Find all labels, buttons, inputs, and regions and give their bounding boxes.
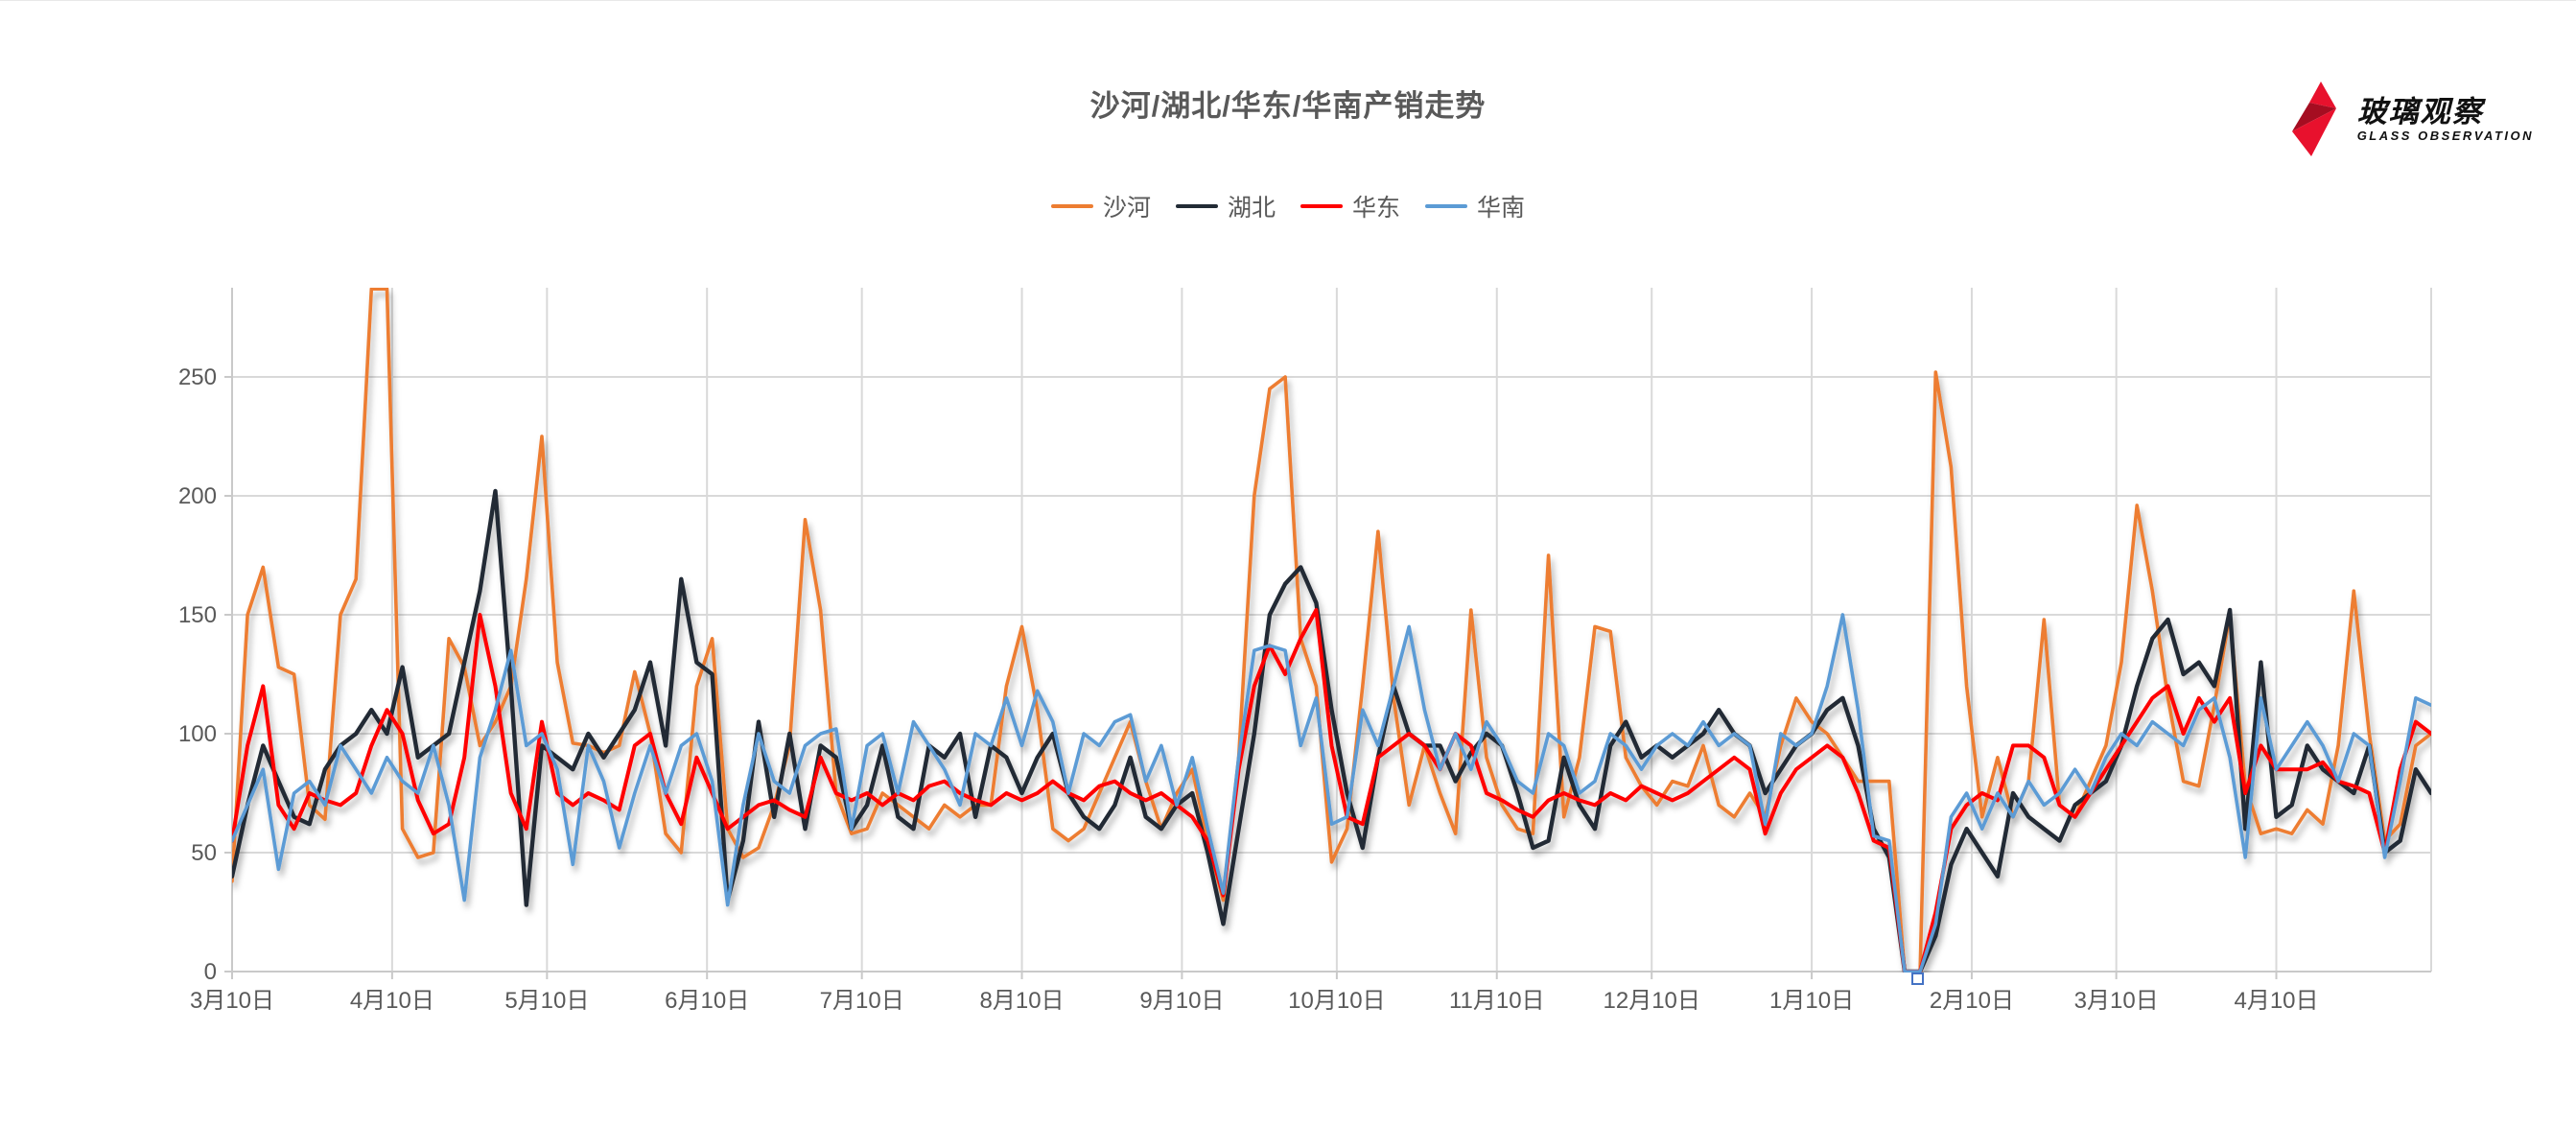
- logo-name-cn: 玻璃观察: [2356, 94, 2484, 129]
- x-tick-label: 8月10日: [980, 988, 1065, 1014]
- logo-name-en: GLASS OBSERVATION: [2356, 128, 2534, 143]
- legend-line-swatch: [1175, 204, 1218, 208]
- legend-label: 湖北: [1227, 195, 1276, 222]
- y-tick-label: 0: [204, 959, 217, 985]
- x-tick-label: 3月10日: [190, 988, 274, 1014]
- x-tick-label: 4月10日: [350, 988, 434, 1014]
- legend-item-华南[interactable]: 华南: [1425, 189, 1525, 223]
- legend-item-湖北[interactable]: 湖北: [1175, 189, 1276, 223]
- legend-item-沙河[interactable]: 沙河: [1050, 189, 1151, 223]
- series-line-3: [232, 613, 2431, 973]
- x-tick-label: 12月10日: [1604, 988, 1700, 1014]
- y-tick-label: 150: [178, 602, 217, 628]
- y-tick-label: 250: [178, 364, 217, 390]
- x-tick-label: 1月10日: [1769, 988, 1854, 1014]
- legend-item-华东[interactable]: 华东: [1300, 189, 1400, 223]
- series-line-2: [232, 608, 2431, 973]
- x-tick-label: 6月10日: [665, 988, 749, 1014]
- legend-label: 沙河: [1102, 195, 1151, 222]
- legend-label: 华东: [1352, 195, 1401, 222]
- axis-selection-marker[interactable]: [1911, 973, 1924, 985]
- y-axis-tick-labels: 0 50 100 150 200 250: [178, 364, 217, 985]
- x-tick-label: 9月10日: [1139, 988, 1224, 1014]
- y-tick-label: 100: [178, 721, 217, 747]
- chart-legend: 沙河 湖北 华东 华南: [0, 189, 2576, 223]
- x-axis-tick-labels: 3月10日 4月10日 5月10日 6月10日 7月10日 8月10日 9月10日 10月10…: [190, 988, 2319, 1014]
- x-tick-label: 2月10日: [1930, 988, 2014, 1014]
- grid-lines: [231, 288, 2432, 973]
- x-tick-label: 4月10日: [2234, 988, 2318, 1014]
- data-series: [232, 288, 2431, 973]
- x-tick-label: 11月10日: [1449, 988, 1545, 1014]
- series-line-0: [232, 288, 2431, 973]
- series-line-1: [232, 488, 2431, 973]
- x-tick-label: 10月10日: [1288, 988, 1385, 1014]
- legend-line-swatch: [1300, 204, 1343, 208]
- legend-line-swatch: [1425, 204, 1468, 208]
- logo-star-icon: [2291, 82, 2336, 156]
- x-tick-label: 3月10日: [2074, 988, 2159, 1014]
- legend-label: 华南: [1477, 195, 1526, 222]
- y-tick-label: 50: [191, 840, 217, 866]
- y-tick-label: 200: [178, 483, 217, 509]
- legend-line-swatch: [1050, 204, 1093, 208]
- x-tick-label: 5月10日: [504, 988, 589, 1014]
- page-title: 沙河/湖北/华东/华南产销走势: [1089, 89, 1487, 123]
- x-tick-label: 7月10日: [820, 988, 904, 1014]
- brand-logo: 玻璃观察 GLASS OBSERVATION: [2288, 80, 2534, 158]
